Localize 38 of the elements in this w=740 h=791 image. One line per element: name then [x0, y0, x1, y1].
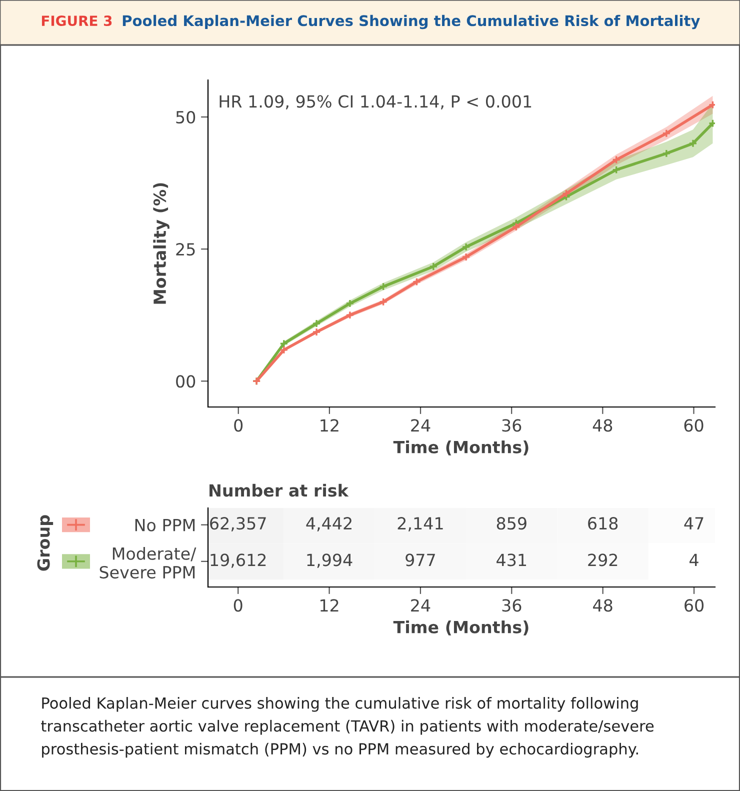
x-tick-label: 0: [234, 419, 243, 432]
legend-title: Group: [37, 515, 54, 571]
x-tick-label: 60: [684, 599, 704, 612]
data-label: 4,442: [306, 517, 352, 532]
chart-title: Number at risk: [210, 484, 349, 497]
data-label: 618: [588, 517, 618, 530]
x-tick-label: 60: [684, 419, 704, 432]
y-tick-label: 00: [176, 375, 196, 388]
y-axis-title: Mortality (%): [153, 183, 170, 304]
y-tick-label: Moderate/ Severe PPM: [100, 547, 196, 579]
chart-subtitle: Pooled Kaplan-Meier Curves Showing the Cumulative Risk of Mortality: [122, 14, 700, 30]
text: Pooled Kaplan-Meier curves showing the cumulative risk of mortality following transcatheter aortic valve replacement (TAVR) in patients with moderate/severe prosthesis-patient mismatch (PPM) vs no PPM measured by echocardiography.: [41, 697, 654, 758]
data-label: 977: [406, 554, 435, 566]
data-label: 859: [496, 517, 526, 530]
annotation: HR 1.09, 95% CI 1.04-1.14, P < 0.001: [220, 95, 532, 110]
x-tick-label: 48: [592, 419, 612, 432]
data-label: 292: [588, 554, 618, 566]
data-label: 62,357: [210, 517, 266, 532]
data-label: 431: [496, 554, 526, 566]
data-label: 19,612: [210, 554, 266, 568]
x-axis-title: Time (Months): [393, 440, 528, 456]
data-label: 4: [690, 554, 698, 566]
x-axis-title: Time (Months): [393, 620, 528, 636]
x-tick-label: 12: [320, 599, 338, 612]
x-tick-label: 0: [234, 599, 242, 612]
y-tick-label: 25: [176, 243, 195, 256]
data-label: 47: [684, 517, 704, 530]
x-tick-label: 36: [502, 599, 522, 612]
x-tick-label: 12: [320, 419, 338, 432]
y-tick-label: 50: [176, 110, 196, 124]
x-tick-label: 24: [411, 419, 430, 432]
data-label: 1,994: [307, 554, 352, 568]
x-tick-label: 48: [593, 599, 612, 612]
x-tick-label: 36: [502, 419, 522, 432]
y-tick-label: No PPM: [135, 519, 195, 532]
text: FIGURE 3: [42, 16, 112, 26]
data-label: 2,141: [398, 517, 443, 532]
x-tick-label: 24: [411, 599, 430, 612]
